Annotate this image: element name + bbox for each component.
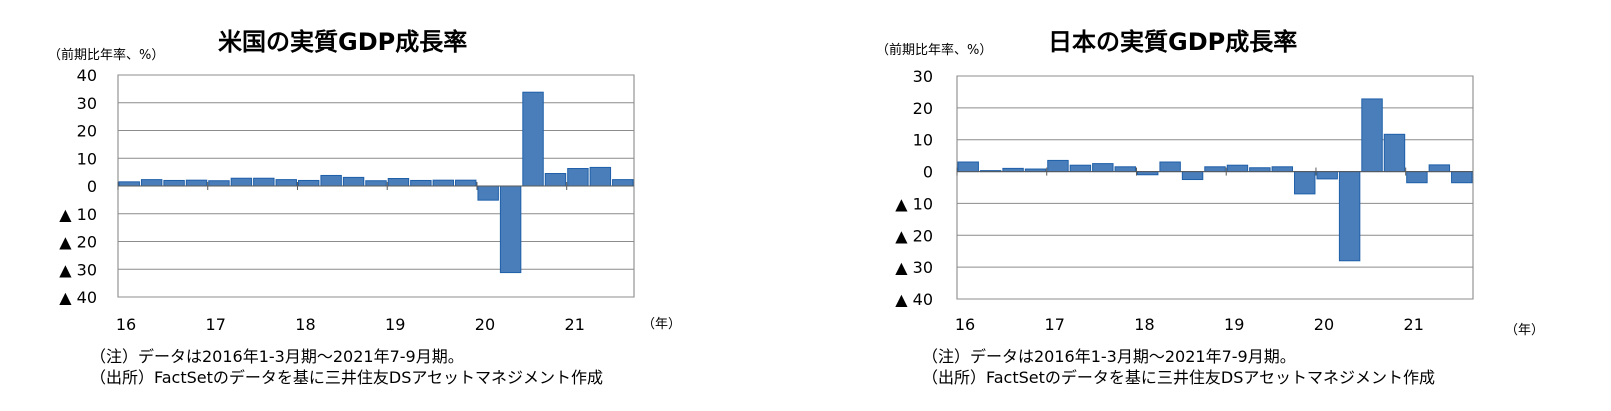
y-tick-label: 30 (77, 94, 97, 113)
bar (1181, 171, 1204, 181)
bar (297, 179, 320, 187)
x-tick-label: 18 (295, 315, 315, 334)
y-tick-label: 0 (87, 177, 97, 196)
bar (1451, 171, 1473, 184)
y-tick-label: ▲ 10 (895, 194, 933, 213)
x-tick-label: 18 (1134, 315, 1154, 334)
bar (118, 181, 140, 187)
bar (1294, 171, 1316, 195)
bar (140, 179, 163, 187)
bar (1271, 166, 1294, 173)
y-tick-label: ▲ 10 (59, 205, 97, 224)
bar (1406, 171, 1428, 184)
x-tick-label: 16 (116, 315, 136, 334)
bar (1249, 167, 1271, 173)
chart-source: （出所）FactSetのデータを基に三井住友DSアセットマネジメント作成 (90, 368, 604, 387)
bar (1338, 171, 1361, 262)
chart-note: （注）データは2016年1-3月期～2021年7-9月期。 (90, 347, 464, 366)
y-tick-label: 30 (913, 67, 933, 86)
bar (1226, 164, 1249, 173)
x-axis-unit-label: （年） (642, 317, 681, 332)
bar (1114, 166, 1136, 173)
y-tick-label: 20 (913, 99, 933, 118)
y-tick-label: ▲ 30 (895, 258, 933, 277)
x-tick-label: 17 (206, 315, 226, 334)
bar (544, 173, 567, 187)
y-tick-label: ▲ 20 (59, 233, 97, 252)
japan-gdp-chart-panel: 日本の実質GDP成長率 （前期比年率、%） 30 20 10 0 ▲ 10 ▲ 20 ▲ 3… (805, 0, 1611, 411)
y-tick-label: ▲ 30 (59, 260, 97, 279)
japan-gdp-bar-chart: 30 20 10 0 ▲ 10 ▲ 20 ▲ 30 ▲ 40 16 17 18 19 20 21 （年） (895, 67, 1544, 338)
x-tick-label: 20 (1314, 315, 1334, 334)
y-tick-label: ▲ 40 (895, 290, 933, 309)
bar (1316, 171, 1338, 180)
bar (1047, 159, 1069, 173)
chart-note: （注）データは2016年1-3月期～2021年7-9月期。 (922, 347, 1296, 366)
bar (230, 177, 253, 187)
bar (499, 185, 522, 274)
x-tick-label: 20 (475, 315, 495, 334)
x-axis-unit-label: （年） (1505, 323, 1544, 338)
y-tick-label: ▲ 20 (895, 226, 933, 245)
bar (567, 168, 589, 187)
bar (1383, 133, 1406, 173)
x-tick-label: 19 (385, 315, 405, 334)
bar (320, 174, 342, 187)
y-tick-label: 10 (77, 149, 97, 168)
bar (275, 179, 297, 187)
y-tick-label: 20 (77, 122, 97, 141)
bar (477, 185, 499, 201)
bar (208, 180, 230, 187)
bar (1092, 163, 1114, 173)
bar (410, 179, 432, 187)
chart-title: 米国の実質GDP成長率 (218, 28, 468, 56)
bar (163, 179, 185, 187)
y-tick-label: 40 (77, 66, 97, 85)
x-tick-label: 19 (1224, 315, 1244, 334)
bar (253, 177, 275, 187)
bar (612, 179, 634, 187)
y-axis-unit-label: （前期比年率、%） (876, 43, 993, 58)
bar (1204, 166, 1226, 173)
bar (342, 176, 365, 187)
us-gdp-chart-panel: 米国の実質GDP成長率 （前期比年率、%） 40 30 20 10 0 ▲ 10 ▲ 20 ▲… (0, 0, 805, 411)
bar (957, 161, 979, 173)
y-tick-label: ▲ 40 (59, 288, 97, 307)
chart-title: 日本の実質GDP成長率 (1048, 28, 1298, 56)
x-tick-label: 17 (1045, 315, 1065, 334)
x-tick-label: 16 (955, 315, 975, 334)
bar (589, 166, 612, 187)
y-tick-label: 0 (923, 163, 933, 182)
plot-area (956, 75, 1474, 300)
us-gdp-bar-chart: 40 30 20 10 0 ▲ 10 ▲ 20 ▲ 30 ▲ 40 16 17 18 19 20 21 （年） (59, 66, 681, 334)
bar (1159, 161, 1181, 173)
y-tick-label: 10 (913, 131, 933, 150)
bar (365, 180, 387, 187)
chart-source: （出所）FactSetのデータを基に三井住友DSアセットマネジメント作成 (922, 368, 1436, 387)
bar (432, 179, 455, 187)
bar (1069, 164, 1092, 173)
bar (185, 179, 208, 187)
bar (387, 178, 410, 187)
bar (455, 179, 477, 187)
x-tick-label: 21 (1404, 315, 1424, 334)
x-tick-label: 21 (565, 315, 585, 334)
bar (1361, 98, 1383, 173)
y-axis-unit-label: （前期比年率、%） (48, 48, 165, 63)
bar (1428, 164, 1451, 173)
bar (522, 91, 544, 187)
